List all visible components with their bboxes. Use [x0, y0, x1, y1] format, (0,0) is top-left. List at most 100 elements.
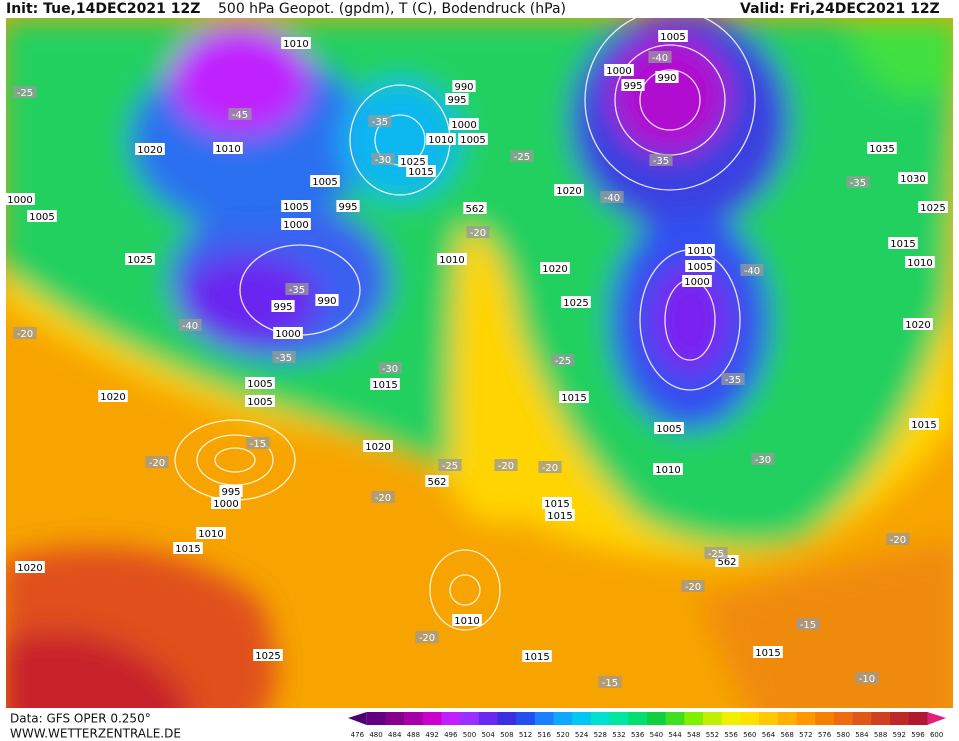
label-box — [219, 485, 243, 497]
label-box — [682, 275, 712, 287]
label-box — [867, 142, 897, 154]
pressure-label: 1000 — [213, 499, 238, 510]
temperature-label: -35 — [725, 375, 741, 386]
colorbar-swatch — [777, 712, 797, 725]
label-box — [13, 327, 37, 339]
colorbar-label: 544 — [668, 731, 682, 739]
pressure-label: 995 — [273, 302, 292, 313]
colorbar-swatch — [908, 712, 928, 725]
label-box — [654, 422, 684, 434]
label-box — [378, 362, 402, 374]
pressure-label: 1000 — [275, 329, 300, 340]
label-box — [135, 143, 165, 155]
colorbar-label: 540 — [650, 731, 663, 739]
label-box — [281, 37, 311, 49]
temperature-label: -20 — [542, 463, 558, 474]
pressure-label: 562 — [427, 477, 446, 488]
colorbar-swatch — [460, 712, 480, 725]
temperature-label: -20 — [17, 329, 33, 340]
label-box — [918, 201, 948, 213]
colorbar-label: 564 — [762, 731, 776, 739]
temperature-label: -15 — [602, 678, 618, 689]
colorbar-label: 584 — [855, 731, 869, 739]
pressure-label: 1010 — [907, 258, 932, 269]
pressure-label: 562 — [465, 204, 484, 215]
label-box — [452, 80, 476, 92]
colorbar-swatch — [759, 712, 779, 725]
label-box — [452, 614, 482, 626]
colorbar-label: 580 — [837, 731, 850, 739]
colorbar-label: 596 — [911, 731, 925, 739]
temperature-label: -40 — [744, 266, 760, 277]
label-box — [466, 226, 490, 238]
pressure-label: 1015 — [372, 380, 397, 391]
colorbar-swatch — [871, 712, 891, 725]
label-box — [145, 456, 169, 468]
label-box — [898, 172, 928, 184]
label-box — [370, 378, 400, 390]
temperature-label: -35 — [372, 117, 388, 128]
temperature-label: -45 — [232, 110, 248, 121]
colorbar-label: 548 — [687, 731, 700, 739]
pressure-label: 1025 — [127, 255, 152, 266]
label-box — [751, 453, 775, 465]
colorbar-swatch — [796, 712, 816, 725]
colorbar-swatch — [572, 712, 592, 725]
colorbar-label: 496 — [444, 731, 458, 739]
label-box — [458, 133, 488, 145]
colorbar-label: 480 — [369, 731, 382, 739]
temperature-label: -25 — [442, 461, 458, 472]
pressure-label: 1015 — [547, 511, 572, 522]
label-box — [903, 318, 933, 330]
label-box — [648, 51, 672, 63]
pressure-label: 1010 — [428, 135, 453, 146]
pressure-label: 1015 — [175, 544, 200, 555]
temperature-label: -25 — [17, 88, 33, 99]
colorbar-swatch — [404, 712, 424, 725]
pressure-label: 1015 — [755, 648, 780, 659]
temperature-label: -40 — [652, 53, 668, 64]
label-box — [437, 253, 467, 265]
colorbar-swatch — [348, 712, 367, 725]
label-box — [598, 676, 622, 688]
colorbar-label: 508 — [500, 731, 513, 739]
label-box — [5, 193, 35, 205]
colorbar-label: 524 — [575, 731, 589, 739]
temperature-label: -15 — [800, 620, 816, 631]
label-box — [909, 418, 939, 430]
label-box — [846, 176, 870, 188]
pressure-label: 1010 — [283, 39, 308, 50]
temperature-label: -30 — [755, 455, 771, 466]
temperature-label: -20 — [685, 582, 701, 593]
label-box — [245, 395, 275, 407]
label-box — [753, 646, 783, 658]
pressure-label: 1000 — [283, 220, 308, 231]
colorbar-swatch — [852, 712, 872, 725]
colorbar-label: 488 — [407, 731, 420, 739]
label-box — [704, 547, 728, 559]
label-box — [27, 210, 57, 222]
colorbar-swatch — [478, 712, 498, 725]
label-box — [551, 354, 575, 366]
pressure-label: 995 — [447, 95, 466, 106]
pressure-label: 1020 — [137, 145, 162, 156]
temperature-label: -20 — [419, 633, 435, 644]
label-box — [600, 191, 624, 203]
pressure-label: 1025 — [563, 298, 588, 309]
label-box — [426, 133, 456, 145]
label-box — [449, 118, 479, 130]
colorbar-swatch — [665, 712, 685, 725]
temperature-label: -40 — [604, 193, 620, 204]
temperature-label: -20 — [470, 228, 486, 239]
label-box — [538, 461, 562, 473]
colorbar: 476 480 484 488 492 496 500 504 508 512 516 520 524 5… — [348, 712, 946, 739]
colorbar-swatch — [927, 712, 946, 725]
pressure-label: 1005 — [247, 397, 272, 408]
temperature-label: -25 — [514, 152, 530, 163]
colorbar-swatch — [516, 712, 536, 725]
label-box — [649, 154, 673, 166]
label-box — [653, 463, 683, 475]
label-box — [681, 580, 705, 592]
temperature-label: -40 — [182, 321, 198, 332]
